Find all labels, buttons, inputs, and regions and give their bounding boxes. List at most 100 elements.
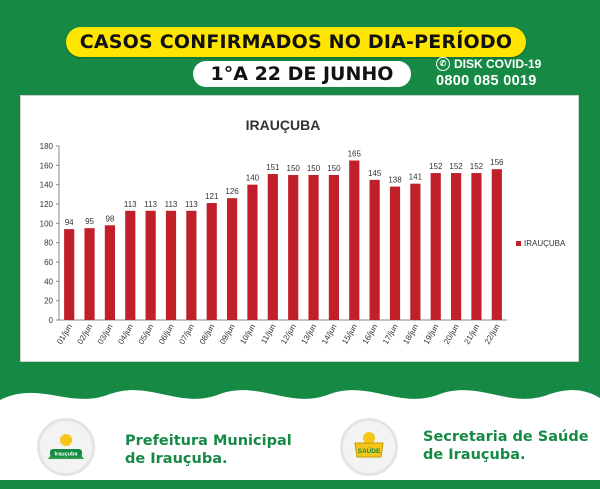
x-tick-label: 03/jun [96,323,115,346]
bar [64,229,75,320]
bar [369,179,380,320]
org-left-line2: de Irauçuba. [125,451,228,467]
data-label: 113 [165,200,178,209]
bar [451,173,462,320]
data-label: 141 [409,173,423,182]
x-tick-label: 18/jun [401,323,420,346]
x-tick-label: 05/jun [137,323,156,346]
bar [186,210,197,320]
org-right-line2: de Irauçuba. [423,447,526,463]
x-tick-label: 01/jun [55,323,74,346]
sun-landscape-icon: Irauçuba [48,434,84,459]
logo-right-text: SAÚDE [358,446,381,455]
page-title: CASOS CONFIRMADOS NO DIA-PERÍODO [79,31,513,53]
footer-wave [0,390,600,489]
x-tick-label: 04/jun [116,323,135,346]
y-tick-label: 60 [44,258,53,267]
period-text: 1°A 22 DE JUNHO [210,63,394,85]
y-tick-label: 180 [40,142,54,151]
data-label: 113 [124,200,137,209]
x-tick-label: 10/jun [238,323,257,346]
org-right: Secretaria de Saúde de Irauçuba. [423,428,589,464]
data-label: 113 [144,200,157,209]
data-label: 121 [205,192,219,201]
data-label: 156 [490,158,504,167]
legend-label: IRAUÇUBA [524,239,566,248]
bar [227,198,238,320]
x-tick-label: 21/jun [462,323,481,346]
x-tick-label: 11/jun [259,323,277,346]
bar [349,160,360,320]
x-tick-label: 12/jun [279,323,298,346]
bar [145,210,156,320]
title-banner: CASOS CONFIRMADOS NO DIA-PERÍODO [66,27,526,57]
bar [491,169,502,320]
y-tick-label: 20 [44,297,53,306]
y-tick-label: 120 [40,200,54,209]
y-tick-label: 80 [44,239,53,248]
x-tick-label: 02/jun [76,323,95,346]
x-tick-label: 07/jun [177,323,196,346]
x-tick-label: 22/jun [483,323,502,346]
legend-swatch [516,241,521,246]
disk-label: DISK COVID-19 [454,57,542,71]
bar [125,210,136,320]
data-label: 98 [105,214,114,223]
bar [471,173,482,320]
x-tick-label: 20/jun [442,323,461,346]
y-tick-label: 140 [40,181,54,190]
bar [389,186,401,320]
data-label: 138 [388,176,402,185]
x-tick-label: 09/jun [218,323,237,346]
data-label: 152 [470,162,484,171]
data-label: 94 [65,218,74,227]
x-tick-label: 08/jun [198,323,217,346]
bar [165,210,177,320]
chart-card: IRAUÇUBA 0 20 40 60 80 100 120 140 160 180 94 01/jun… [20,95,579,362]
data-label: 140 [246,174,260,183]
bar [410,183,421,320]
phone-icon: ✆ [436,57,450,71]
data-label: 152 [449,162,463,171]
data-label: 151 [266,163,280,172]
data-label: 126 [225,187,239,196]
x-tick-label: 06/jun [157,323,176,346]
logo-left-text: Irauçuba [55,452,79,458]
footer [0,380,600,489]
bar [430,173,441,320]
x-tick-label: 14/jun [320,323,339,346]
org-left-line1: Prefeitura Municipal [125,433,292,449]
saude-logo: SAÚDE [340,418,398,476]
x-tick-label: 15/jun [340,323,359,346]
y-tick-label: 0 [49,316,54,325]
data-label: 95 [85,217,94,226]
bar [308,175,319,320]
disk-phone: 0800 085 0019 [436,73,537,89]
data-label: 165 [348,150,362,159]
y-tick-label: 40 [44,277,53,286]
x-tick-label: 16/jun [361,323,380,346]
sun-heart-icon: SAÚDE [354,432,384,458]
period-badge: 1°A 22 DE JUNHO [193,61,411,87]
x-tick-label: 17/jun [381,323,400,346]
data-label: 145 [368,169,382,178]
bar [84,228,95,320]
bar [267,174,278,320]
y-tick-label: 160 [40,161,54,170]
org-right-line1: Secretaria de Saúde [423,429,589,445]
bar [104,225,115,320]
data-label: 113 [185,200,198,209]
chart-title: IRAUÇUBA [246,117,321,133]
bar [288,175,299,320]
x-tick-label: 13/jun [300,323,319,346]
data-label: 150 [287,164,301,173]
bar [247,184,258,320]
org-left: Prefeitura Municipal de Irauçuba. [125,432,292,468]
bar [206,203,217,320]
prefeitura-logo: Irauçuba [37,418,95,476]
bar-chart: IRAUÇUBA 0 20 40 60 80 100 120 140 160 180 94 01/jun… [40,117,566,346]
x-tick-label: 19/jun [422,323,441,346]
data-label: 152 [429,162,443,171]
y-tick-label: 100 [40,219,54,228]
bar [328,175,339,320]
